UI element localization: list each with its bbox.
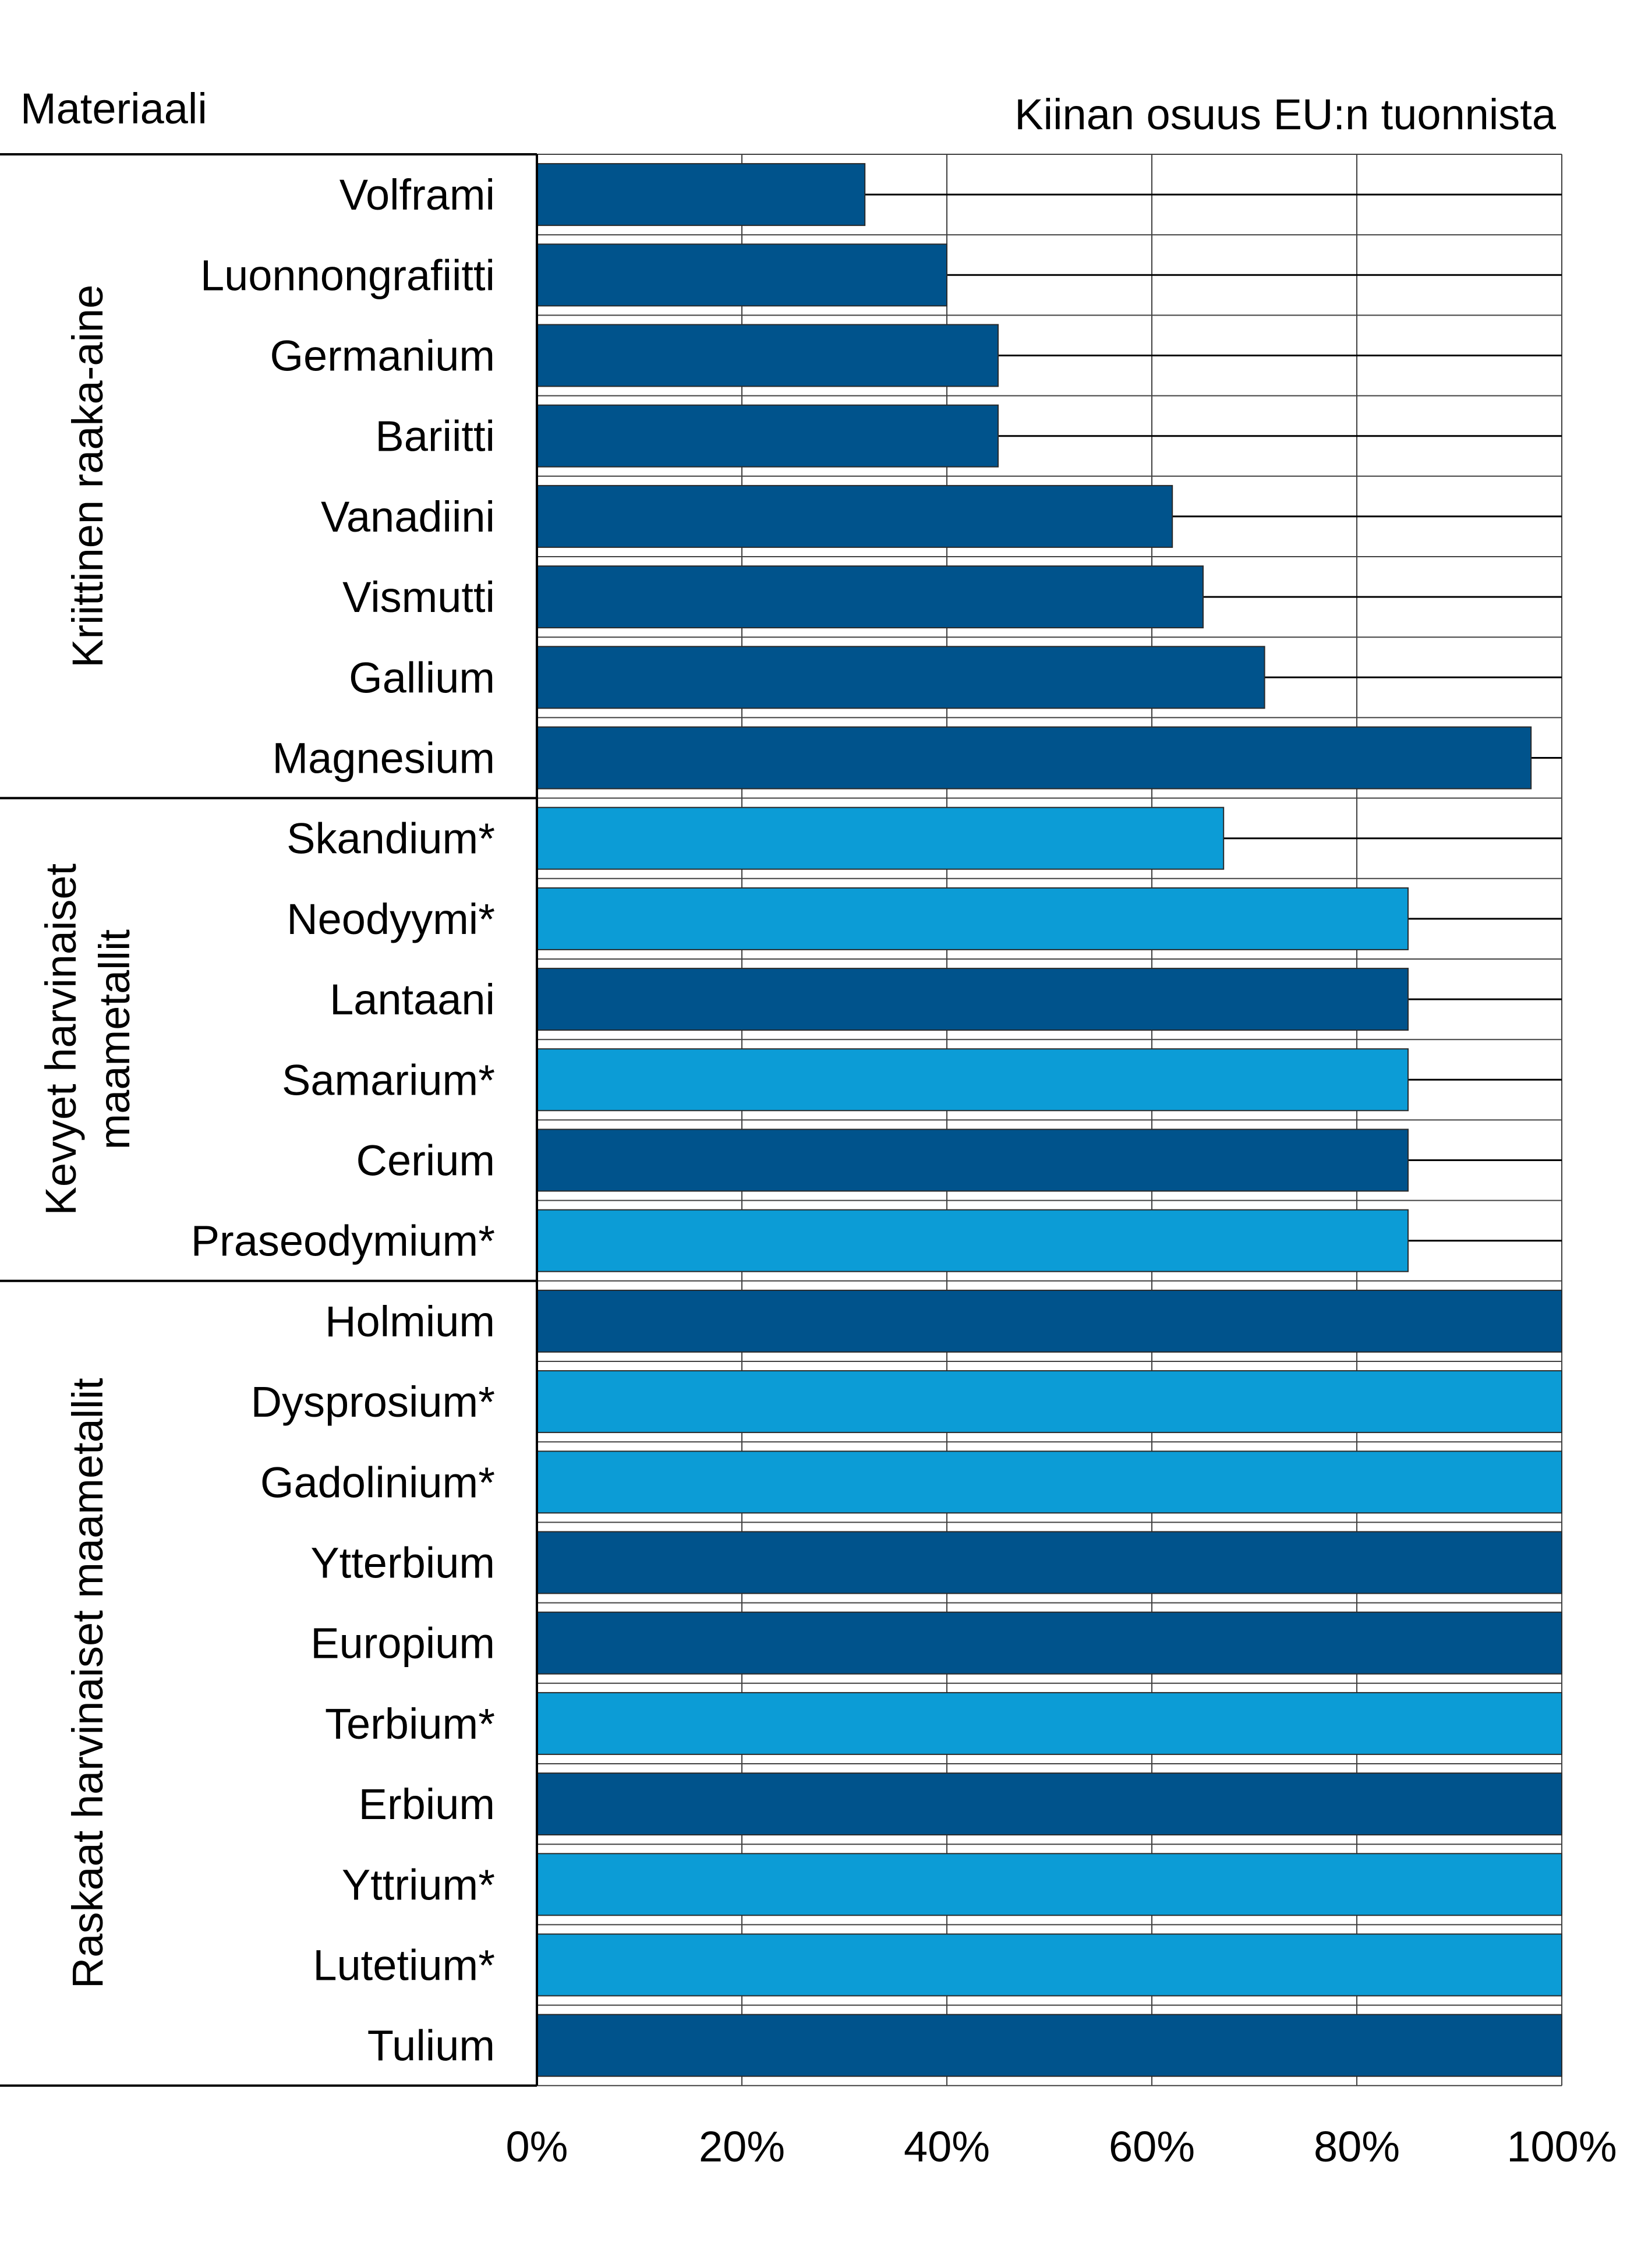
- bar: [536, 1531, 1562, 1594]
- bar: [536, 1048, 1409, 1112]
- category-label: Ytterbium: [310, 1539, 495, 1587]
- bar: [536, 2014, 1562, 2077]
- bar: [536, 646, 1265, 709]
- chart-title: Kiinan osuus EU:n tuonnista: [1014, 90, 1557, 139]
- category-label: Tulium: [367, 2022, 495, 2070]
- category-label: Dysprosium*: [251, 1378, 495, 1426]
- x-axis: 0% 20% 40% 60% 80% 100%: [506, 154, 1617, 2171]
- bar: [536, 163, 866, 227]
- bar: [536, 1772, 1562, 1836]
- category-label: Germanium: [270, 332, 495, 380]
- bar: [536, 1933, 1562, 1997]
- category-label: Skandium*: [287, 815, 495, 863]
- bar: [536, 726, 1532, 790]
- group-label: maametallit: [90, 929, 139, 1150]
- category-label: Cerium: [356, 1137, 495, 1185]
- category-label: Gallium: [349, 653, 495, 702]
- category-label: Samarium*: [282, 1056, 495, 1104]
- x-tick-label: 0%: [506, 2122, 568, 2171]
- bar: [536, 1370, 1562, 1434]
- category-label: Gadolinium*: [260, 1458, 495, 1506]
- materials-column-header: Materiaali: [20, 84, 207, 133]
- bar: [536, 324, 999, 387]
- bars: [536, 163, 1562, 2077]
- bar: [536, 1209, 1409, 1272]
- x-tick-label: 40%: [904, 2122, 990, 2171]
- category-label: Neodyymi*: [287, 895, 495, 943]
- x-tick-label: 100%: [1506, 2122, 1617, 2171]
- category-label: Yttrium*: [342, 1860, 495, 1909]
- category-label: Europium: [310, 1619, 495, 1668]
- category-label: Lutetium*: [313, 1941, 495, 1990]
- group-labels: Kriittinen raaka-aine Kevyet harvinaiset m…: [0, 153, 537, 2087]
- bar: [536, 1128, 1409, 1192]
- x-tick-label: 20%: [699, 2122, 785, 2171]
- bar: [536, 1289, 1562, 1353]
- category-label: Holmium: [325, 1297, 495, 1346]
- category-label: Praseodymium*: [191, 1217, 495, 1265]
- bar: [536, 484, 1173, 548]
- bar: [536, 968, 1409, 1031]
- bar: [536, 1692, 1562, 1755]
- gridlines: [537, 154, 1562, 2086]
- category-label: Erbium: [359, 1780, 495, 1828]
- bar: [536, 1853, 1562, 1916]
- x-tick-label: 60%: [1109, 2122, 1195, 2171]
- category-labels: Volframi Luonnongrafiitti Germanium Bariitt…: [191, 171, 495, 2070]
- category-label: Volframi: [339, 171, 495, 219]
- category-label: Bariitti: [375, 412, 495, 461]
- bar: [536, 565, 1204, 629]
- bar: [536, 1611, 1562, 1675]
- category-label: Terbium*: [325, 1700, 495, 1748]
- bar: [536, 806, 1225, 870]
- group-label: Kriittinen raaka-aine: [63, 285, 112, 668]
- bar: [536, 887, 1409, 950]
- bar: [536, 1450, 1562, 1514]
- category-label: Lantaani: [330, 975, 495, 1024]
- group-label: Raskaat harvinaiset maametallit: [63, 1378, 112, 1989]
- category-label: Magnesium: [272, 734, 495, 783]
- category-label: Vismutti: [342, 573, 495, 621]
- category-label: Vanadiini: [321, 493, 495, 541]
- bar: [536, 404, 999, 468]
- category-label: Luonnongrafiitti: [200, 251, 495, 299]
- group-label: Kevyet harvinaiset: [37, 863, 85, 1215]
- x-tick-label: 80%: [1314, 2122, 1400, 2171]
- bar: [536, 243, 947, 307]
